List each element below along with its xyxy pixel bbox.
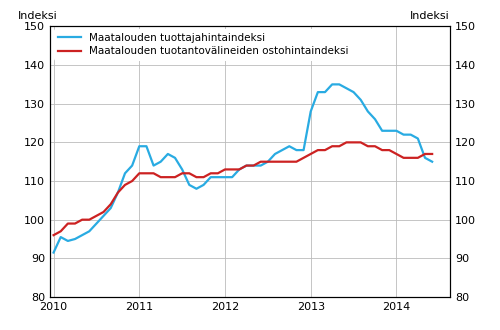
Maatalouden tuotantovälineiden ostohintaindeksi (194, 175, 200, 179)
Maatalouden tuotantovälineiden ostohintaindeksi (50, 233, 56, 237)
Maatalouden tuotantovälineiden ostohintaindeksi (279, 160, 285, 164)
Maatalouden tuottajahintaindeksi (194, 187, 200, 191)
Text: Indeksi: Indeksi (18, 11, 58, 21)
Line: Maatalouden tuottajahintaindeksi: Maatalouden tuottajahintaindeksi (54, 84, 432, 252)
Maatalouden tuottajahintaindeksi (272, 152, 278, 156)
Maatalouden tuotantovälineiden ostohintaindeksi (344, 140, 349, 144)
Maatalouden tuottajahintaindeksi (258, 164, 264, 168)
Maatalouden tuotantovälineiden ostohintaindeksi (429, 152, 435, 156)
Text: Indeksi: Indeksi (410, 11, 450, 21)
Maatalouden tuottajahintaindeksi (115, 191, 121, 195)
Legend: Maatalouden tuottajahintaindeksi, Maatalouden tuotantovälineiden ostohintaindeks: Maatalouden tuottajahintaindeksi, Maatal… (54, 29, 353, 61)
Maatalouden tuottajahintaindeksi (308, 110, 314, 114)
Maatalouden tuotantovälineiden ostohintaindeksi (272, 160, 278, 164)
Maatalouden tuotantovälineiden ostohintaindeksi (115, 191, 121, 195)
Maatalouden tuottajahintaindeksi (329, 82, 335, 86)
Maatalouden tuotantovälineiden ostohintaindeksi (258, 160, 264, 164)
Maatalouden tuottajahintaindeksi (50, 250, 56, 254)
Maatalouden tuotantovälineiden ostohintaindeksi (308, 152, 314, 156)
Maatalouden tuottajahintaindeksi (429, 160, 435, 164)
Line: Maatalouden tuotantovälineiden ostohintaindeksi: Maatalouden tuotantovälineiden ostohinta… (54, 142, 432, 235)
Maatalouden tuottajahintaindeksi (279, 148, 285, 152)
